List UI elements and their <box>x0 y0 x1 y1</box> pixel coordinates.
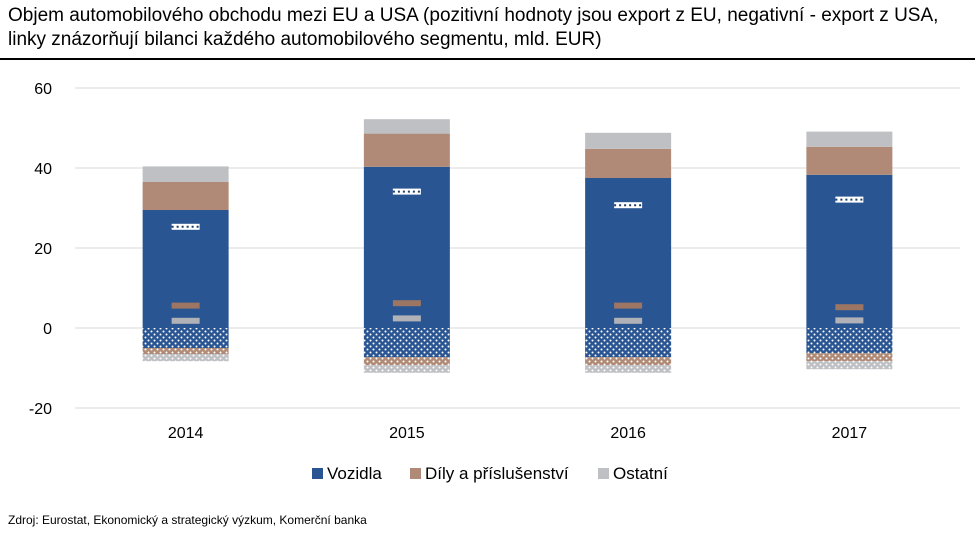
x-tick-label: 2016 <box>610 425 646 442</box>
bar-import-1 <box>363 328 450 358</box>
balance-marker-dily <box>392 300 421 307</box>
bar-import-2 <box>806 353 893 362</box>
bar-export-2 <box>806 146 893 175</box>
bar-import-3 <box>363 365 450 373</box>
balance-marker-dily <box>171 302 200 309</box>
bar-import-3 <box>142 354 229 362</box>
bar-import-2 <box>363 357 450 366</box>
y-tick-label: 40 <box>34 161 52 178</box>
bar-export-3 <box>806 131 893 147</box>
balance-marker-vozidla <box>392 188 421 195</box>
bar-import-3 <box>585 365 672 373</box>
legend-swatch <box>598 468 609 479</box>
balance-marker-vozidla <box>614 202 643 209</box>
y-tick-label: -20 <box>29 401 52 418</box>
bar-import-3 <box>806 361 893 370</box>
y-tick-label: 20 <box>34 241 52 258</box>
balance-marker-vozidla <box>171 223 200 230</box>
bar-import-2 <box>142 348 229 354</box>
x-tick-label: 2015 <box>389 425 425 442</box>
balance-marker-ostatni <box>171 317 200 324</box>
balance-marker-dily <box>614 302 643 309</box>
y-tick-label: 60 <box>34 81 52 98</box>
title-divider <box>0 58 975 60</box>
x-tick-label: 2017 <box>832 425 868 442</box>
bar-import-1 <box>585 328 672 358</box>
legend-label: Díly a příslušenství <box>425 464 569 483</box>
chart: -20 0 20 40 60 2014 2015 2016 2017 Vozidla Díly … <box>29 81 960 483</box>
bar-export-3 <box>363 119 450 134</box>
bar-import-1 <box>806 328 893 354</box>
chart-title: Objem automobilového obchodu mezi EU a U… <box>8 5 939 50</box>
source-note: Zdroj: Eurostat, Ekonomický a strategick… <box>8 513 367 527</box>
legend-swatch <box>410 468 421 479</box>
bar-export-2 <box>142 182 229 210</box>
bar-export-3 <box>585 132 672 149</box>
balance-marker-vozidla <box>835 196 864 203</box>
bar-import-2 <box>585 357 672 366</box>
legend-label: Ostatní <box>613 464 668 483</box>
bar-export-2 <box>585 148 672 178</box>
bar-export-3 <box>142 166 229 182</box>
balance-marker-ostatni <box>392 315 421 322</box>
bar-import-1 <box>142 328 229 348</box>
balance-marker-ostatni <box>614 317 643 324</box>
x-tick-label: 2014 <box>168 425 204 442</box>
balance-marker-ostatni <box>835 317 864 324</box>
y-tick-label: 0 <box>43 321 52 338</box>
legend-label: Vozidla <box>327 464 382 483</box>
legend-swatch <box>312 468 323 479</box>
balance-marker-dily <box>835 304 864 311</box>
bar-export-2 <box>363 133 450 167</box>
